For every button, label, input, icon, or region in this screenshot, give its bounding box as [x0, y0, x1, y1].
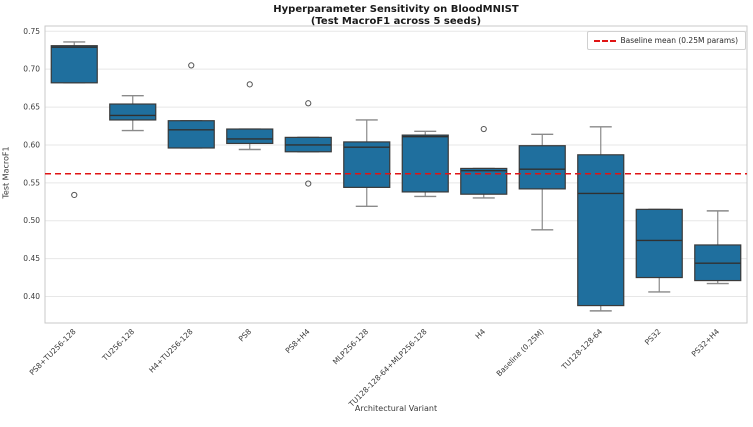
y-tick-label: 0.70 [23, 65, 40, 74]
box-rect [635, 208, 683, 279]
y-tick-label: 0.60 [23, 140, 40, 149]
outlier-point [246, 81, 253, 88]
x-tick-label: MLP256-128 [331, 327, 370, 366]
legend-label: Baseline mean (0.25M params) [620, 36, 739, 45]
y-tick-label: 0.75 [23, 27, 40, 36]
x-tick-label: H4+TU256-128 [147, 327, 195, 375]
outlier-point [305, 100, 312, 107]
box-rect [109, 103, 157, 121]
box-rect [50, 45, 98, 84]
y-tick-label: 0.45 [23, 254, 40, 263]
chart-subtitle: (Test MacroF1 across 5 seeds) [310, 16, 482, 27]
x-tick-label: PS32+H4 [690, 327, 722, 359]
box-rect [343, 141, 391, 188]
x-tick-label: PS8+TU256-128 [28, 327, 78, 377]
x-tick-label: Baseline (0.25M) [495, 327, 546, 378]
outlier-point [480, 125, 487, 133]
plot-border [44, 25, 748, 324]
x-axis-label: Architectural Variant [354, 404, 438, 413]
x-tick-label: PS32 [643, 327, 663, 347]
baseline-dashed-line-icon [593, 39, 616, 42]
y-tick-label: 0.50 [23, 216, 40, 225]
box-rect [518, 145, 566, 190]
x-tick-label: PS8 [237, 327, 253, 343]
box-rect [401, 134, 449, 193]
legend: Baseline mean (0.25M params) [586, 31, 746, 50]
outlier-point [305, 180, 312, 187]
y-tick-label: 0.65 [23, 103, 40, 112]
box-rect [167, 120, 215, 149]
x-tick-label: TU128-128-64 [559, 327, 604, 372]
chart-title: Hyperparameter Sensitivity on BloodMNIST [273, 4, 519, 15]
outlier-point [71, 191, 78, 199]
y-tick-label: 0.40 [23, 292, 40, 301]
chart-title-block: Hyperparameter Sensitivity on BloodMNIST… [45, 4, 747, 28]
box-rect [226, 128, 274, 145]
y-tick-label: 0.55 [23, 178, 40, 187]
box-rect [460, 167, 508, 195]
x-tick-label: PS8+H4 [284, 327, 312, 355]
x-tick-label: TU256-128 [100, 327, 137, 364]
outlier-point [188, 62, 195, 69]
x-tick-label: H4 [473, 327, 487, 341]
box-rect [577, 154, 625, 307]
